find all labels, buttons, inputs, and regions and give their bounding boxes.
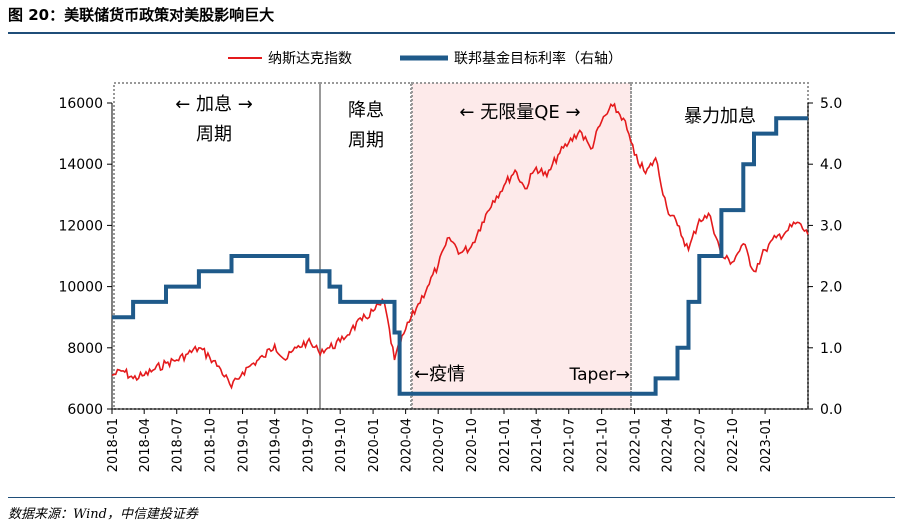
annotation-hike-arrows: ← 加息 → <box>175 94 253 115</box>
x-tick-label: 2021-04 <box>530 418 545 472</box>
chart-legend: 纳斯达克指数 联邦基金目标利率（右轴） <box>228 50 622 67</box>
x-tick-label: 2020-04 <box>400 418 415 472</box>
y-axis-right-ticks: 0.0 1.0 2.0 3.0 4.0 5.0 <box>808 96 842 418</box>
x-axis-ticks: 2018-01 2018-04 2018-07 2018-10 2019-01 2019-… <box>106 409 774 472</box>
y-right-tick-label: 1.0 <box>820 341 842 357</box>
x-tick-label: 2019-01 <box>237 418 252 472</box>
annotation-taper: Taper→ <box>569 365 630 385</box>
x-tick-label: 2020-01 <box>367 418 382 472</box>
x-tick-label: 2022-01 <box>629 418 644 472</box>
y-left-tick-label: 6000 <box>67 402 103 418</box>
annotation-cut-cycle: 周期 <box>348 130 384 151</box>
legend-label-nasdaq: 纳斯达克指数 <box>268 51 352 67</box>
x-tick-label: 2021-01 <box>498 418 513 472</box>
x-tick-label: 2019-10 <box>334 418 349 472</box>
x-tick-label: 2019-04 <box>269 418 284 472</box>
cut-period-box <box>319 82 412 410</box>
footer-divider <box>8 497 895 498</box>
title-divider <box>8 32 895 34</box>
series-line-nasdaq <box>111 102 809 390</box>
y-left-tick-label: 16000 <box>58 96 103 112</box>
annotation-covid: ←疫情 <box>414 364 465 385</box>
y-left-tick-label: 12000 <box>58 218 103 234</box>
annotation-aggressive-hike: 暴力加息 <box>684 106 756 127</box>
hike-period-box-2018 <box>113 82 321 410</box>
x-tick-label: 2018-01 <box>106 418 121 472</box>
y-right-tick-label: 2.0 <box>820 280 842 296</box>
x-tick-label: 2018-07 <box>171 418 186 472</box>
y-right-tick-label: 4.0 <box>820 157 842 173</box>
series-line-ffr <box>112 116 808 396</box>
y-axis-left-ticks: 6000 8000 10000 12000 14000 16000 <box>58 96 112 418</box>
x-tick-label: 2021-10 <box>596 418 611 472</box>
x-tick-label: 2021-07 <box>563 418 578 472</box>
x-tick-label: 2019-07 <box>301 418 316 472</box>
x-tick-label: 2018-10 <box>204 418 219 472</box>
x-tick-label: 2020-07 <box>432 418 447 472</box>
x-tick-label: 2020-10 <box>465 418 480 472</box>
x-tick-label: 2023-01 <box>759 418 774 472</box>
y-left-tick-label: 14000 <box>58 157 103 173</box>
x-tick-label: 2018-04 <box>138 418 153 472</box>
source-note: 数据来源：Wind，中信建投证券 <box>8 507 198 522</box>
legend-label-ffr: 联邦基金目标利率（右轴） <box>454 50 622 67</box>
x-tick-label: 2022-07 <box>693 418 708 472</box>
y-right-tick-label: 5.0 <box>820 96 842 112</box>
annotation-hike-cycle: 周期 <box>196 124 232 145</box>
annotation-qe: ← 无限量QE → <box>459 102 580 123</box>
qe-period-box <box>411 82 632 410</box>
page-title: 图 20：美联储货币政策对美股影响巨大 <box>8 6 275 24</box>
y-right-tick-label: 0.0 <box>820 402 842 418</box>
annotation-cut: 降息 <box>348 100 384 121</box>
y-left-tick-label: 8000 <box>67 341 103 357</box>
y-right-tick-label: 3.0 <box>820 218 842 234</box>
x-tick-label: 2022-10 <box>726 418 741 472</box>
x-tick-label: 2022-04 <box>661 418 676 472</box>
y-left-tick-label: 10000 <box>58 280 103 296</box>
